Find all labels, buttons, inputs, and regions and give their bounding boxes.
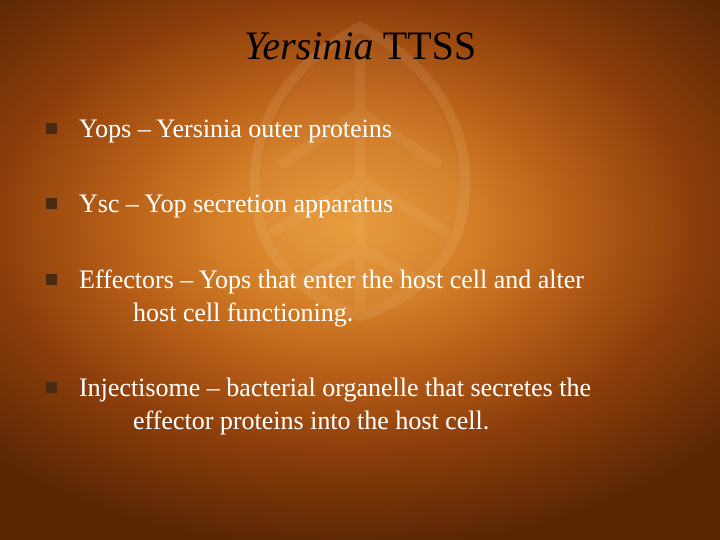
title-rest-part: TTSS bbox=[374, 23, 477, 68]
slide-body: Yops – Yersinia outer proteins Ysc – Yop… bbox=[46, 112, 690, 438]
square-bullet-icon bbox=[46, 123, 57, 134]
bullet-line-cont: effector proteins into the host cell. bbox=[79, 404, 690, 437]
list-item: Yops – Yersinia outer proteins bbox=[46, 112, 690, 145]
square-bullet-icon bbox=[46, 382, 57, 393]
list-item-text: Yops – Yersinia outer proteins bbox=[79, 112, 690, 145]
bullet-line: Effectors – Yops that enter the host cel… bbox=[79, 265, 584, 294]
slide-title: Yersinia TTSS bbox=[0, 24, 720, 68]
square-bullet-icon bbox=[46, 274, 57, 285]
bullet-line: Injectisome – bacterial organelle that s… bbox=[79, 373, 591, 402]
bullet-line: Yops – Yersinia outer proteins bbox=[79, 114, 392, 143]
list-item: Injectisome – bacterial organelle that s… bbox=[46, 371, 690, 438]
square-bullet-icon bbox=[46, 198, 57, 209]
bullet-line: Ysc – Yop secretion apparatus bbox=[79, 189, 393, 218]
list-item: Ysc – Yop secretion apparatus bbox=[46, 187, 690, 220]
slide: Yersinia TTSS Yops – Yersinia outer prot… bbox=[0, 0, 720, 540]
list-item: Effectors – Yops that enter the host cel… bbox=[46, 263, 690, 330]
list-item-text: Injectisome – bacterial organelle that s… bbox=[79, 371, 690, 438]
list-item-text: Effectors – Yops that enter the host cel… bbox=[79, 263, 690, 330]
bullet-line-cont: host cell functioning. bbox=[79, 296, 690, 329]
title-italic-part: Yersinia bbox=[244, 23, 374, 68]
list-item-text: Ysc – Yop secretion apparatus bbox=[79, 187, 690, 220]
